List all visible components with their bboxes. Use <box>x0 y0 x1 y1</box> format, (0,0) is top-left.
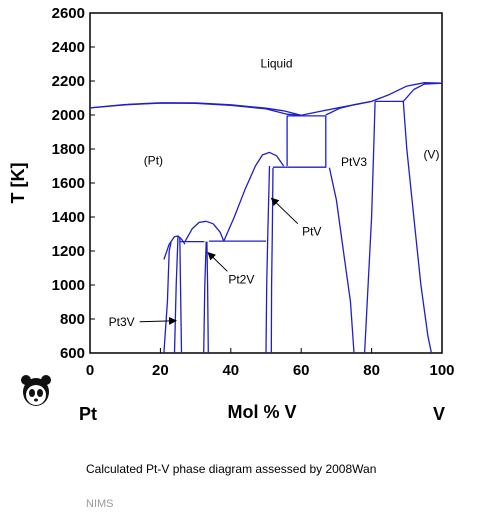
phase-boundary-ptv-right <box>270 167 274 354</box>
phase-boundaries <box>89 82 443 354</box>
x-tick-label: 80 <box>363 362 380 379</box>
phase-boundary-liquidus <box>89 82 443 116</box>
y-tick-labels: 600 800 1000 1200 1400 1600 1800 2000 2200 2400 26… <box>52 5 85 362</box>
y-axis-title: T [K] <box>8 163 28 204</box>
phase-boundary-pt3v-dome <box>163 235 186 260</box>
region-label: PtV3 <box>341 155 367 169</box>
x-end-label-right: V <box>433 404 445 424</box>
phase-boundary-pt3v-left <box>173 235 179 354</box>
phase-boundary-v-solvus <box>402 101 433 354</box>
x-tick-label: 20 <box>152 362 169 379</box>
annotation-arrow <box>207 252 228 272</box>
phase-boundary-pt2v-dome <box>184 220 225 242</box>
phase-boundary-pt-solvus-a <box>163 242 172 354</box>
phase-boundary-v-liquidus <box>402 82 443 102</box>
region-label: (Pt) <box>144 153 163 167</box>
y-tick-label: 800 <box>60 311 85 328</box>
x-tick-label: 100 <box>429 362 454 379</box>
tick-marks <box>89 12 443 354</box>
region-label: Liquid <box>261 56 293 70</box>
panda-icon <box>21 375 51 406</box>
phase-boundary-ptv3-vside <box>363 101 376 354</box>
y-tick-label: 1400 <box>52 209 85 226</box>
x-end-label-left: Pt <box>79 404 97 424</box>
phase-boundary-pt3v-right <box>179 237 183 354</box>
x-axis-title: Mol % V <box>227 402 296 422</box>
annotation-label: Pt3V <box>109 315 135 329</box>
annotation-label: Pt2V <box>228 272 254 286</box>
phase-boundary-ptv-left <box>265 165 271 354</box>
y-tick-label: 1800 <box>52 141 85 158</box>
y-tick-label: 2200 <box>52 73 85 90</box>
phase-boundary-ptv3-inner <box>328 167 355 354</box>
phase-boundary-ptv3-dome <box>325 100 372 116</box>
annotation-arrow <box>139 316 177 325</box>
annotation-label: PtV <box>302 225 321 239</box>
x-tick-label: 40 <box>222 362 239 379</box>
phase-boundary-pt2v-left <box>203 241 207 354</box>
region-labels: Liquid (Pt) PtV3 (V) <box>144 56 440 169</box>
x-tick-labels: 0 20 40 60 80 100 <box>86 362 455 379</box>
y-tick-label: 2600 <box>52 5 85 22</box>
y-tick-label: 1600 <box>52 175 85 192</box>
phase-boundary-ptv-dome <box>223 151 285 242</box>
annotation-arrow <box>270 197 299 225</box>
x-tick-label: 60 <box>293 362 310 379</box>
annotations: PtV Pt2V Pt3V <box>109 197 321 329</box>
source-credit: NIMS <box>86 498 114 510</box>
y-tick-label: 1000 <box>52 277 85 294</box>
phase-boundary-solidus <box>89 102 302 116</box>
x-tick-label: 0 <box>86 362 94 379</box>
phase-boundary-pt2v-right <box>206 241 209 354</box>
y-tick-label: 600 <box>60 345 85 362</box>
figure-caption: Calculated Pt-V phase diagram assessed b… <box>86 462 377 476</box>
region-label: (V) <box>423 147 439 161</box>
y-tick-label: 2000 <box>52 107 85 124</box>
y-tick-label: 2400 <box>52 39 85 56</box>
y-tick-label: 1200 <box>52 243 85 260</box>
